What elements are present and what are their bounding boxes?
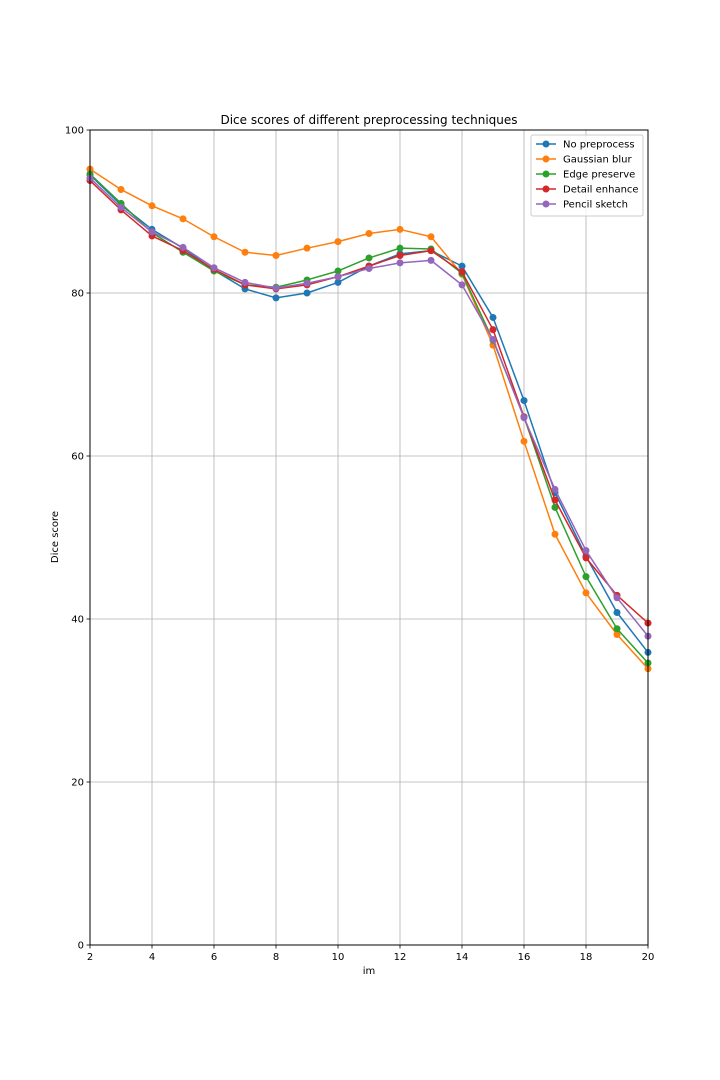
data-point-detail-enhance [458,268,466,276]
data-point-pencil-sketch [365,265,373,273]
data-point-pencil-sketch [458,281,466,289]
chart-title: Dice scores of different preprocessing t… [220,113,517,127]
legend-box [530,134,644,217]
x-tick-label: 6 [211,952,217,963]
legend-marker [542,140,550,148]
data-point-detail-enhance [427,247,435,255]
x-tick-label: 8 [273,952,279,963]
data-point-gaussian-blur [365,230,373,238]
y-axis-label: Dice score [50,511,61,563]
legend-marker [542,185,550,193]
y-tick-label: 100 [65,126,84,137]
data-point-pencil-sketch [551,485,559,493]
series-detail-enhance [86,177,652,627]
data-point-pencil-sketch [613,594,621,602]
y-tick-label: 0 [78,941,84,952]
series-layer [86,165,652,673]
data-point-no-preprocess [272,294,280,302]
series-line-edge-preserve [89,173,649,664]
data-point-pencil-sketch [303,279,311,287]
data-point-edge-preserve [365,254,373,262]
legend-label: Detail enhance [563,185,639,196]
x-tick-label: 14 [456,952,469,963]
legend-label: Pencil sketch [563,200,628,211]
x-tick-label: 20 [642,952,655,963]
x-tick-label: 12 [394,952,407,963]
y-tick-label: 20 [71,778,84,789]
data-point-no-preprocess [458,262,466,270]
x-tick-label: 10 [332,952,345,963]
legend-label: Edge preserve [563,170,635,181]
data-point-pencil-sketch [489,335,497,343]
data-point-detail-enhance [551,496,559,504]
data-point-pencil-sketch [272,284,280,292]
data-point-pencil-sketch [241,278,249,286]
data-point-no-preprocess [613,608,621,616]
data-point-gaussian-blur [303,244,311,252]
y-tick-label: 60 [71,452,84,463]
data-point-pencil-sketch [582,547,590,555]
y-tick-label: 40 [71,615,84,626]
data-point-gaussian-blur [179,215,187,223]
plot-frame [89,129,649,946]
data-point-no-preprocess [334,278,342,286]
data-point-edge-preserve [613,625,621,633]
series-line-gaussian-blur [89,168,649,670]
y-tick-label: 80 [71,289,84,300]
data-point-gaussian-blur [117,185,125,193]
legend-marker [542,155,550,163]
data-point-gaussian-blur [272,252,280,260]
data-point-pencil-sketch [148,228,156,236]
legend-marker [542,170,550,178]
x-tick-label: 2 [87,952,93,963]
grid [89,129,649,946]
data-point-gaussian-blur [396,225,404,233]
data-point-gaussian-blur [613,630,621,638]
legend-marker [542,200,550,208]
data-point-pencil-sketch [179,243,187,251]
x-axis-label: im [363,966,376,977]
y-axis: 0 20 40 60 80 100 [65,126,90,952]
data-point-gaussian-blur [210,233,218,241]
data-point-no-preprocess [520,397,528,405]
legend-label: No preprocess [563,140,635,151]
data-point-gaussian-blur [427,233,435,241]
legend: No preprocess Gaussian blur Edge preserve D… [530,134,644,217]
data-point-pencil-sketch [396,259,404,267]
x-tick-label: 16 [518,952,531,963]
data-point-edge-preserve [582,573,590,581]
data-point-detail-enhance [489,326,497,334]
x-tick-label: 18 [580,952,593,963]
data-point-edge-preserve [551,503,559,511]
data-point-edge-preserve [334,267,342,275]
data-point-gaussian-blur [148,202,156,210]
data-point-pencil-sketch [520,414,528,422]
data-point-detail-enhance [582,554,590,562]
data-point-detail-enhance [396,252,404,260]
data-point-no-preprocess [489,313,497,321]
data-point-pencil-sketch [117,203,125,211]
data-point-pencil-sketch [334,273,342,281]
data-point-gaussian-blur [582,589,590,597]
data-point-gaussian-blur [334,238,342,246]
data-point-pencil-sketch [427,256,435,264]
x-tick-label: 4 [149,952,155,963]
x-axis: 2 4 6 8 10 12 14 16 18 20 [87,945,655,963]
data-point-gaussian-blur [241,248,249,256]
data-point-edge-preserve [396,244,404,252]
legend-label: Gaussian blur [563,155,633,166]
series-line-detail-enhance [89,179,649,624]
data-point-pencil-sketch [210,264,218,272]
data-point-gaussian-blur [520,437,528,445]
data-point-no-preprocess [303,289,311,297]
data-point-gaussian-blur [551,530,559,538]
